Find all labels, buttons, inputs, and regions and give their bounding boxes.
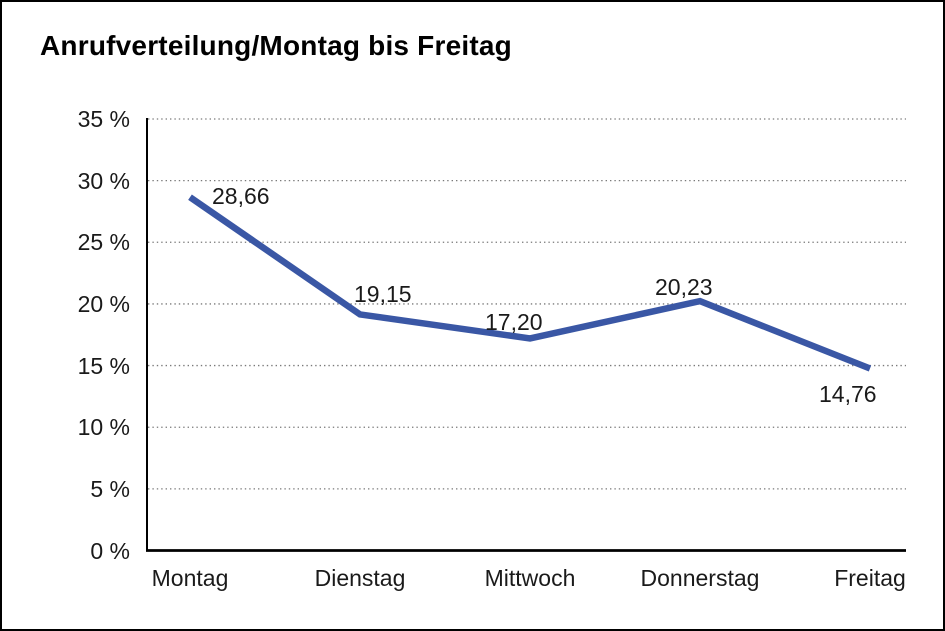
y-tick-label-25: 25 %	[77, 229, 130, 256]
data-label-donnerstag: 20,23	[655, 274, 713, 301]
data-line-series	[188, 194, 872, 372]
x-category-label-mittwoch: Mittwoch	[484, 565, 576, 591]
y-tick-label-10: 10 %	[77, 414, 130, 441]
y-tick-label-5: 5 %	[90, 475, 130, 502]
x-category-label-montag: Montag	[151, 565, 229, 591]
x-category-label-freitag: Freitag	[834, 565, 906, 591]
data-label-mittwoch: 17,20	[485, 309, 543, 336]
y-tick-label-15: 15 %	[77, 352, 130, 379]
chart-title: Anrufverteilung/Montag bis Freitag	[40, 30, 512, 61]
y-tick-label-30: 30 %	[77, 167, 130, 194]
y-tick-label-20: 20 %	[77, 290, 130, 317]
x-category-label-dienstag: Dienstag	[314, 565, 406, 591]
x-category-label-donnerstag: Donnerstag	[640, 565, 760, 591]
y-tick-label-35: 35 %	[77, 106, 130, 132]
data-label-dienstag: 19,15	[354, 281, 412, 308]
data-label-freitag: 14,76	[819, 380, 877, 407]
data-label-montag: 28,66	[212, 183, 270, 210]
y-tick-label-0: 0 %	[90, 537, 130, 564]
